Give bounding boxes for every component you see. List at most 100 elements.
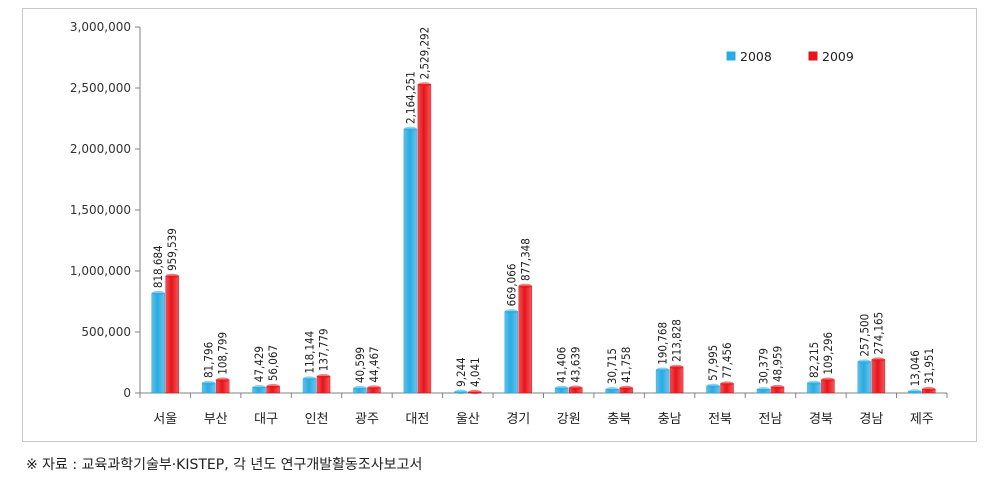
bar-cap-2009-대전 xyxy=(417,82,431,87)
bar-cap-2008-대전 xyxy=(403,126,417,132)
y-tick-label: 0 xyxy=(123,386,131,400)
source-note: ※ 자료 : 교육과학기술부·KISTEP, 각 년도 연구개발활동조사보고서 xyxy=(26,457,423,473)
y-tick-label: 2,500,000 xyxy=(70,81,131,95)
data-label: 669,066 xyxy=(504,264,518,307)
x-tick-label: 경기 xyxy=(506,412,530,427)
bar-2008-경기 xyxy=(504,311,519,394)
bar-cap-2009-부산 xyxy=(216,377,230,382)
bar-cap-2009-광주 xyxy=(367,385,381,390)
bar-cap-2008-울산 xyxy=(454,389,468,395)
data-label: 4,041 xyxy=(468,357,482,387)
bar-2008-충남 xyxy=(655,369,670,394)
data-label: 57,995 xyxy=(706,345,720,381)
data-label: 77,456 xyxy=(720,342,734,378)
bar-cap-2008-대구 xyxy=(252,385,266,390)
bar-cap-2009-경남 xyxy=(871,357,885,362)
bar-2008-경남 xyxy=(857,361,872,394)
data-label: 9,244 xyxy=(454,357,468,387)
x-tick-label: 울산 xyxy=(456,412,480,427)
data-label: 13,046 xyxy=(908,350,922,386)
bar-cap-2009-충남 xyxy=(670,364,684,370)
bar-2009-인천 xyxy=(316,375,331,394)
y-tick-label: 3,000,000 xyxy=(70,20,131,34)
data-label: 190,768 xyxy=(656,322,670,365)
x-tick-label: 경북 xyxy=(809,412,833,427)
bar-cap-2008-경남 xyxy=(857,359,871,364)
bar-cap-2008-전남 xyxy=(756,387,770,392)
data-label: 81,796 xyxy=(202,342,216,378)
x-tick-label: 대전 xyxy=(405,412,429,427)
x-tick-label: 제주 xyxy=(910,412,934,427)
bar-cap-2008-광주 xyxy=(353,385,367,391)
y-tick-label: 1,500,000 xyxy=(70,203,131,217)
data-label: 44,467 xyxy=(367,346,381,382)
y-tick-label: 2,000,000 xyxy=(70,142,131,156)
bar-cap-2009-충북 xyxy=(619,385,633,391)
x-tick-label: 전북 xyxy=(708,412,732,427)
legend-label-2009: 2009 xyxy=(822,49,854,64)
legend-swatch-2008 xyxy=(726,51,736,61)
bar-cap-2008-제주 xyxy=(908,389,922,394)
data-label: 30,379 xyxy=(756,348,770,384)
legend-swatch-2009 xyxy=(808,51,818,61)
x-tick-label: 부산 xyxy=(204,412,228,427)
data-label: 213,828 xyxy=(670,319,684,362)
x-tick-label: 강원 xyxy=(557,412,581,427)
x-tick-label: 대구 xyxy=(254,412,278,427)
x-tick-label: 서울 xyxy=(153,412,177,427)
y-tick-label: 1,000,000 xyxy=(70,264,131,278)
bar-cap-2008-부산 xyxy=(202,380,216,386)
bar-2009-경남 xyxy=(871,359,886,394)
bar-cap-2008-인천 xyxy=(303,376,317,381)
chart-frame xyxy=(22,8,977,442)
bar-cap-2008-충북 xyxy=(605,387,619,392)
data-label: 41,758 xyxy=(619,347,633,383)
data-label: 118,144 xyxy=(303,331,317,374)
legend-label-2008: 2008 xyxy=(740,49,772,64)
data-label: 40,599 xyxy=(353,347,367,383)
data-label: 137,779 xyxy=(317,328,331,371)
bar-cap-2009-전남 xyxy=(770,384,784,390)
bar-2009-경기 xyxy=(518,285,533,394)
bar-2008-대전 xyxy=(403,128,418,394)
data-label: 56,067 xyxy=(266,345,280,381)
bar-2009-대전 xyxy=(417,84,432,394)
bar-cap-2008-경기 xyxy=(504,309,518,314)
data-label: 48,959 xyxy=(770,346,784,382)
data-label: 2,529,292 xyxy=(417,27,431,80)
bar-2008-서울 xyxy=(151,292,165,394)
data-label: 818,684 xyxy=(151,245,165,288)
data-label: 109,296 xyxy=(821,332,835,375)
bar-cap-2009-인천 xyxy=(317,373,331,379)
y-tick-label: 500,000 xyxy=(81,325,131,339)
data-label: 41,406 xyxy=(555,347,569,383)
bar-cap-2008-경북 xyxy=(807,380,821,386)
bar-2009-충남 xyxy=(669,366,684,394)
bar-cap-2008-서울 xyxy=(151,290,165,296)
bar-cap-2008-전북 xyxy=(706,383,720,389)
bar-cap-2008-충남 xyxy=(656,367,670,372)
bar-cap-2009-강원 xyxy=(569,385,583,390)
x-tick-label: 경남 xyxy=(859,412,883,427)
bar-2009-서울 xyxy=(165,275,179,394)
x-tick-label: 충남 xyxy=(658,412,682,427)
bar-cap-2008-강원 xyxy=(555,385,569,391)
data-label: 30,715 xyxy=(605,348,619,384)
data-label: 274,165 xyxy=(871,312,885,355)
data-label: 31,951 xyxy=(922,348,936,384)
x-tick-label: 인천 xyxy=(305,412,329,427)
data-label: 257,500 xyxy=(857,314,871,357)
x-tick-label: 충북 xyxy=(607,412,631,427)
data-label: 959,539 xyxy=(165,228,179,271)
data-label: 47,429 xyxy=(252,346,266,382)
bar-cap-2009-서울 xyxy=(165,273,179,279)
bar-cap-2009-전북 xyxy=(720,381,734,386)
data-label: 877,348 xyxy=(518,238,532,281)
bar-cap-2009-대구 xyxy=(266,383,280,389)
data-label: 2,164,251 xyxy=(403,71,417,124)
data-label: 82,215 xyxy=(807,342,821,378)
x-tick-label: 전남 xyxy=(759,412,783,427)
data-label: 108,799 xyxy=(216,332,230,375)
x-tick-label: 광주 xyxy=(355,412,379,427)
